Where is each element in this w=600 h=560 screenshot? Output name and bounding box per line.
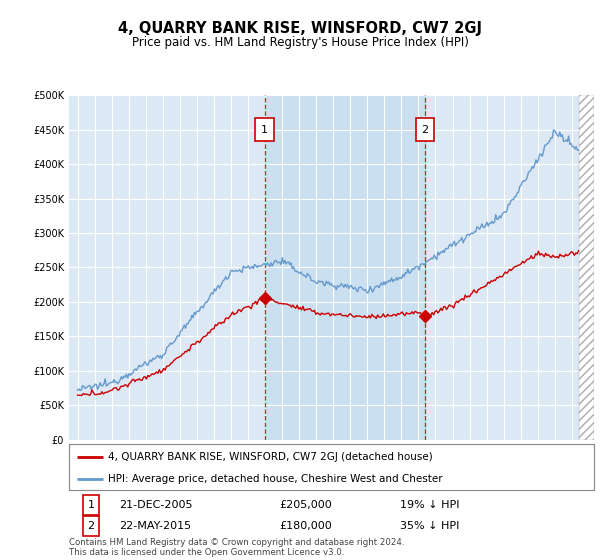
Text: 1: 1	[261, 125, 268, 134]
Text: 22-MAY-2015: 22-MAY-2015	[119, 521, 191, 531]
Text: HPI: Average price, detached house, Cheshire West and Chester: HPI: Average price, detached house, Ches…	[109, 474, 443, 483]
Bar	[579, 95, 594, 440]
Text: Price paid vs. HM Land Registry's House Price Index (HPI): Price paid vs. HM Land Registry's House …	[131, 36, 469, 49]
Text: £180,000: £180,000	[279, 521, 332, 531]
Text: 2: 2	[422, 125, 428, 134]
Text: Contains HM Land Registry data © Crown copyright and database right 2024.
This d: Contains HM Land Registry data © Crown c…	[69, 538, 404, 557]
Bar	[265, 95, 425, 440]
Text: 4, QUARRY BANK RISE, WINSFORD, CW7 2GJ: 4, QUARRY BANK RISE, WINSFORD, CW7 2GJ	[118, 21, 482, 36]
Text: 4, QUARRY BANK RISE, WINSFORD, CW7 2GJ (detached house): 4, QUARRY BANK RISE, WINSFORD, CW7 2GJ (…	[109, 452, 433, 462]
FancyBboxPatch shape	[416, 118, 434, 141]
Text: 35% ↓ HPI: 35% ↓ HPI	[400, 521, 459, 531]
FancyBboxPatch shape	[83, 495, 100, 515]
Text: 19% ↓ HPI: 19% ↓ HPI	[400, 500, 459, 510]
Text: 21-DEC-2005: 21-DEC-2005	[119, 500, 193, 510]
Text: 1: 1	[88, 500, 95, 510]
Text: 2: 2	[88, 521, 95, 531]
Text: £205,000: £205,000	[279, 500, 332, 510]
FancyBboxPatch shape	[83, 516, 100, 536]
FancyBboxPatch shape	[255, 118, 274, 141]
